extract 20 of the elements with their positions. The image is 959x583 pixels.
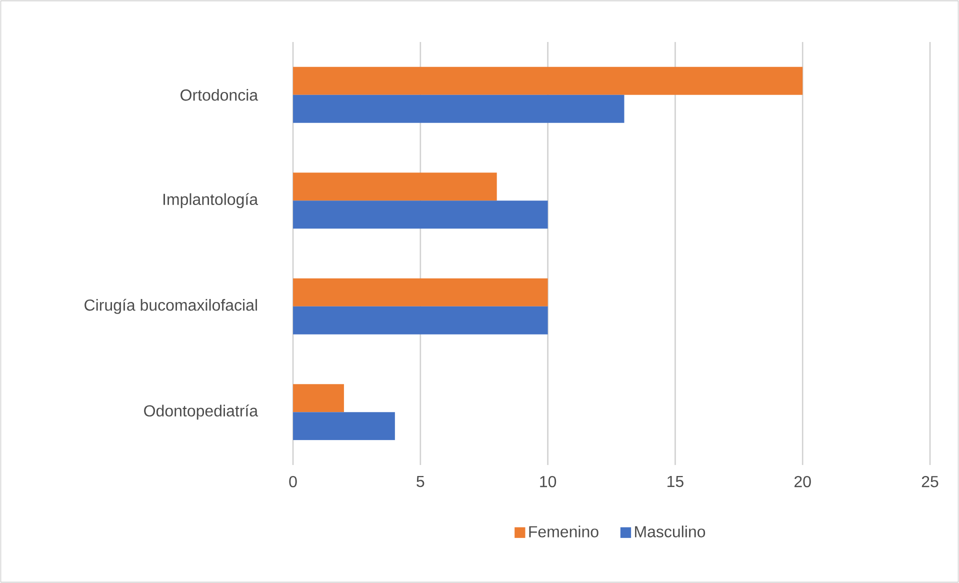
- y-tick-label: Implantología: [163, 193, 258, 208]
- bar: [293, 306, 548, 334]
- x-tick-label: 0: [289, 476, 297, 488]
- bar: [293, 200, 548, 229]
- bar: [293, 384, 344, 412]
- bar: [293, 278, 548, 306]
- x-tick-label: 25: [922, 476, 938, 488]
- x-tick-label: 20: [794, 476, 811, 488]
- x-tick-label: 15: [668, 476, 684, 488]
- bar: [293, 66, 803, 95]
- x-tick-label: 5: [416, 476, 424, 488]
- x-tick-label: 10: [540, 476, 556, 488]
- bar: [293, 172, 497, 201]
- y-tick-label: Ortodoncia: [180, 89, 258, 101]
- y-tick-label: Odontopediatría: [144, 404, 258, 420]
- bar: [293, 94, 624, 123]
- legend-label: Masculino: [635, 526, 706, 538]
- legend-label: Femenino: [529, 526, 598, 538]
- y-tick-label: Cirugía bucomaxilofacial: [84, 298, 257, 314]
- bar: [293, 412, 395, 440]
